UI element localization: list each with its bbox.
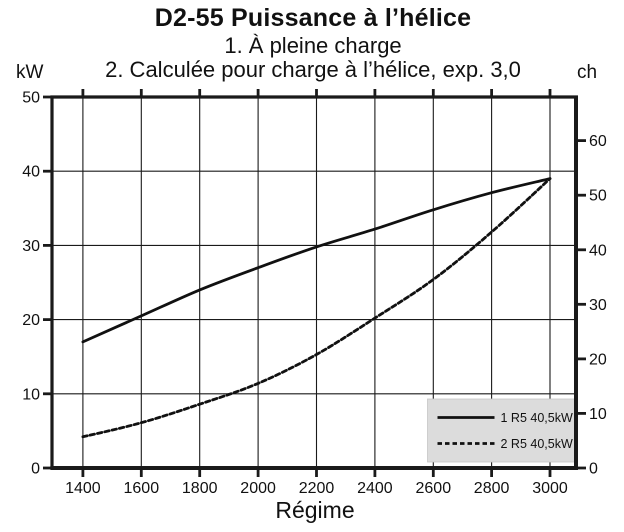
- right-tick-label: 50: [589, 188, 607, 205]
- right-tick-label: 40: [589, 242, 607, 259]
- x-tick-label: 2600: [416, 480, 452, 497]
- left-tick-label: 0: [31, 461, 40, 478]
- chart-title: D2-55 Puissance à l’hélice: [154, 4, 472, 32]
- curve-propeller-load: [81, 177, 552, 439]
- left-axis-unit-label: kW: [16, 62, 44, 83]
- left-tick-label: 30: [22, 238, 40, 255]
- x-tick-label: 2200: [299, 480, 335, 497]
- x-tick-label: 1800: [182, 480, 218, 497]
- right-tick-label: 20: [589, 351, 607, 368]
- left-tick-label: 50: [22, 90, 40, 107]
- x-axis-title: Régime: [275, 497, 354, 523]
- left-tick-label: 10: [22, 386, 40, 403]
- right-tick-label: 30: [589, 297, 607, 314]
- x-tick-label: 1600: [124, 480, 160, 497]
- chart-subtitle-propeller-load: 2. Calculée pour charge à l’hélice, exp.…: [105, 57, 521, 82]
- right-tick-label: 60: [589, 133, 607, 150]
- right-tick-label: 10: [589, 406, 607, 423]
- x-tick-label: 3000: [532, 480, 568, 497]
- right-tick-label: 0: [589, 461, 598, 478]
- legend-box: [427, 398, 575, 463]
- x-tick-label: 2800: [474, 480, 510, 497]
- left-tick-label: 20: [22, 312, 40, 329]
- x-tick-label: 2000: [240, 480, 276, 497]
- right-axis-unit-label: ch: [577, 62, 598, 83]
- legend: 1 R5 40,5kW 2 R5 40,5kW: [427, 398, 575, 463]
- left-tick-label: 40: [22, 164, 40, 181]
- legend-label: 1 R5 40,5kW: [501, 411, 573, 425]
- legend-label: 2 R5 40,5kW: [501, 437, 573, 451]
- x-tick-label: 1400: [65, 480, 101, 497]
- curve-full-load: [81, 177, 552, 344]
- x-tick-label: 2400: [357, 480, 393, 497]
- chart-subtitle-full-load: 1. À pleine charge: [224, 33, 402, 58]
